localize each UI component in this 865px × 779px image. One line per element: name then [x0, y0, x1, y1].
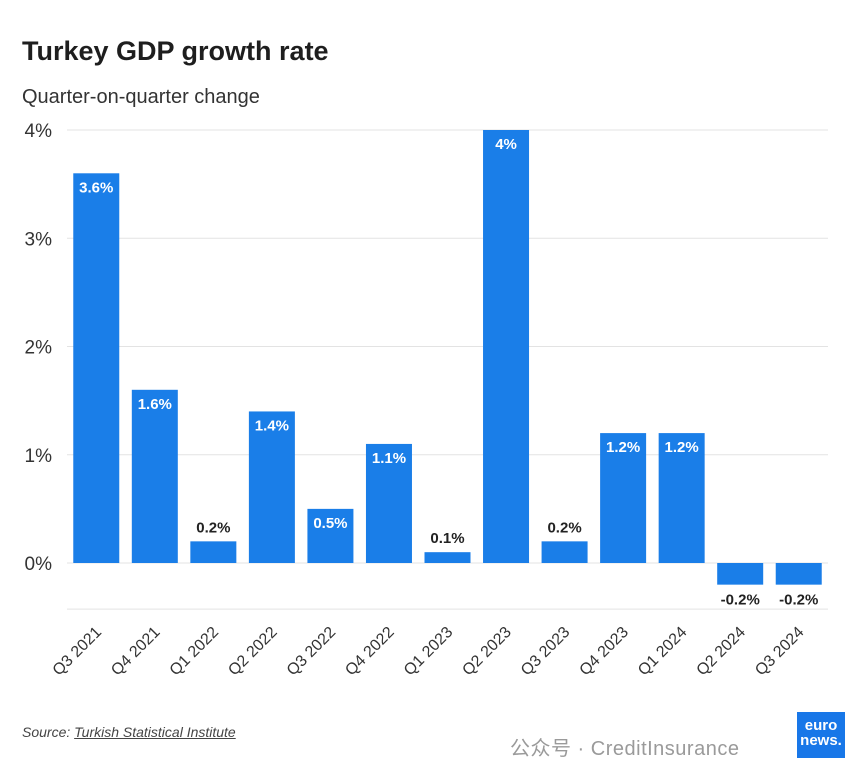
x-tick-label: Q2 2024: [694, 624, 749, 679]
data-labels: 3.6% 1.6% 0.2% 1.4% 0.5% 1.1% 0.1% 4% 0.2% 1.2% 1.…: [79, 136, 818, 609]
bar: [307, 508, 354, 563]
x-tick-label: Q3 2022: [284, 624, 339, 679]
bar: [600, 433, 647, 563]
data-label: 0.2%: [196, 519, 230, 536]
y-tick-label: 4%: [25, 121, 53, 142]
data-label: 1.1%: [372, 450, 406, 467]
source-label: Source:: [22, 724, 71, 740]
bar: [717, 563, 764, 585]
bar: [775, 563, 822, 585]
data-label: 1.2%: [606, 439, 640, 456]
bar: [424, 552, 471, 563]
data-label: 3.6%: [79, 179, 113, 196]
y-tick-label: 0%: [25, 554, 53, 575]
bar: [248, 411, 295, 563]
data-label: 0.5%: [313, 515, 347, 532]
x-tick-label: Q1 2023: [401, 624, 456, 679]
y-tick-label: 2%: [25, 338, 53, 359]
x-tick-label: Q4 2023: [577, 624, 632, 679]
data-label: 4%: [495, 136, 517, 153]
bar: [658, 433, 705, 563]
bar: [190, 541, 237, 563]
watermark-text: 公众号 · CreditInsurance: [510, 738, 740, 760]
x-tick-label: Q2 2022: [225, 624, 280, 679]
x-tick-label: Q4 2021: [108, 624, 163, 679]
x-tick-label: Q3 2021: [50, 624, 105, 679]
x-axis-ticks: Q3 2021 Q4 2021 Q1 2022 Q2 2022 Q3 2022 Q4 20…: [50, 624, 808, 679]
bar-chart: 0% 1% 2% 3% 4% 3.6% 1.6% 0.2% 1.4% 0.5% 1.1% 0.1% 4…: [25, 121, 828, 679]
bar: [73, 173, 120, 564]
data-label: 0.2%: [547, 519, 581, 536]
data-label: 1.4%: [255, 417, 289, 434]
x-tick-label: Q2 2023: [459, 624, 514, 679]
bar: [365, 443, 412, 563]
y-tick-label: 3%: [25, 229, 53, 250]
source-note: Source: Turkish Statistical Institute: [22, 724, 236, 740]
data-label: -0.2%: [779, 592, 818, 609]
chart-title: Turkey GDP growth rate: [22, 36, 329, 66]
y-axis-ticks: 0% 1% 2% 3% 4%: [25, 121, 53, 575]
bar: [541, 541, 588, 563]
x-tick-label: Q3 2024: [752, 624, 807, 679]
logo-line-2: news.: [800, 732, 842, 749]
data-label: -0.2%: [721, 592, 760, 609]
x-tick-label: Q3 2023: [518, 624, 573, 679]
x-tick-label: Q4 2022: [342, 624, 397, 679]
data-label: 0.1%: [430, 530, 464, 547]
y-tick-label: 1%: [25, 446, 53, 467]
bar: [483, 130, 530, 563]
source-link[interactable]: Turkish Statistical Institute: [74, 724, 236, 740]
x-tick-label: Q1 2024: [635, 624, 690, 679]
chart-subtitle: Quarter-on-quarter change: [22, 86, 260, 108]
data-label: 1.2%: [665, 439, 699, 456]
bars: [73, 130, 822, 585]
euronews-logo: euro news.: [797, 712, 845, 758]
bar: [131, 389, 178, 563]
x-tick-label: Q1 2022: [167, 624, 222, 679]
logo-line-1: euro: [804, 717, 838, 734]
data-label: 1.6%: [138, 396, 172, 413]
